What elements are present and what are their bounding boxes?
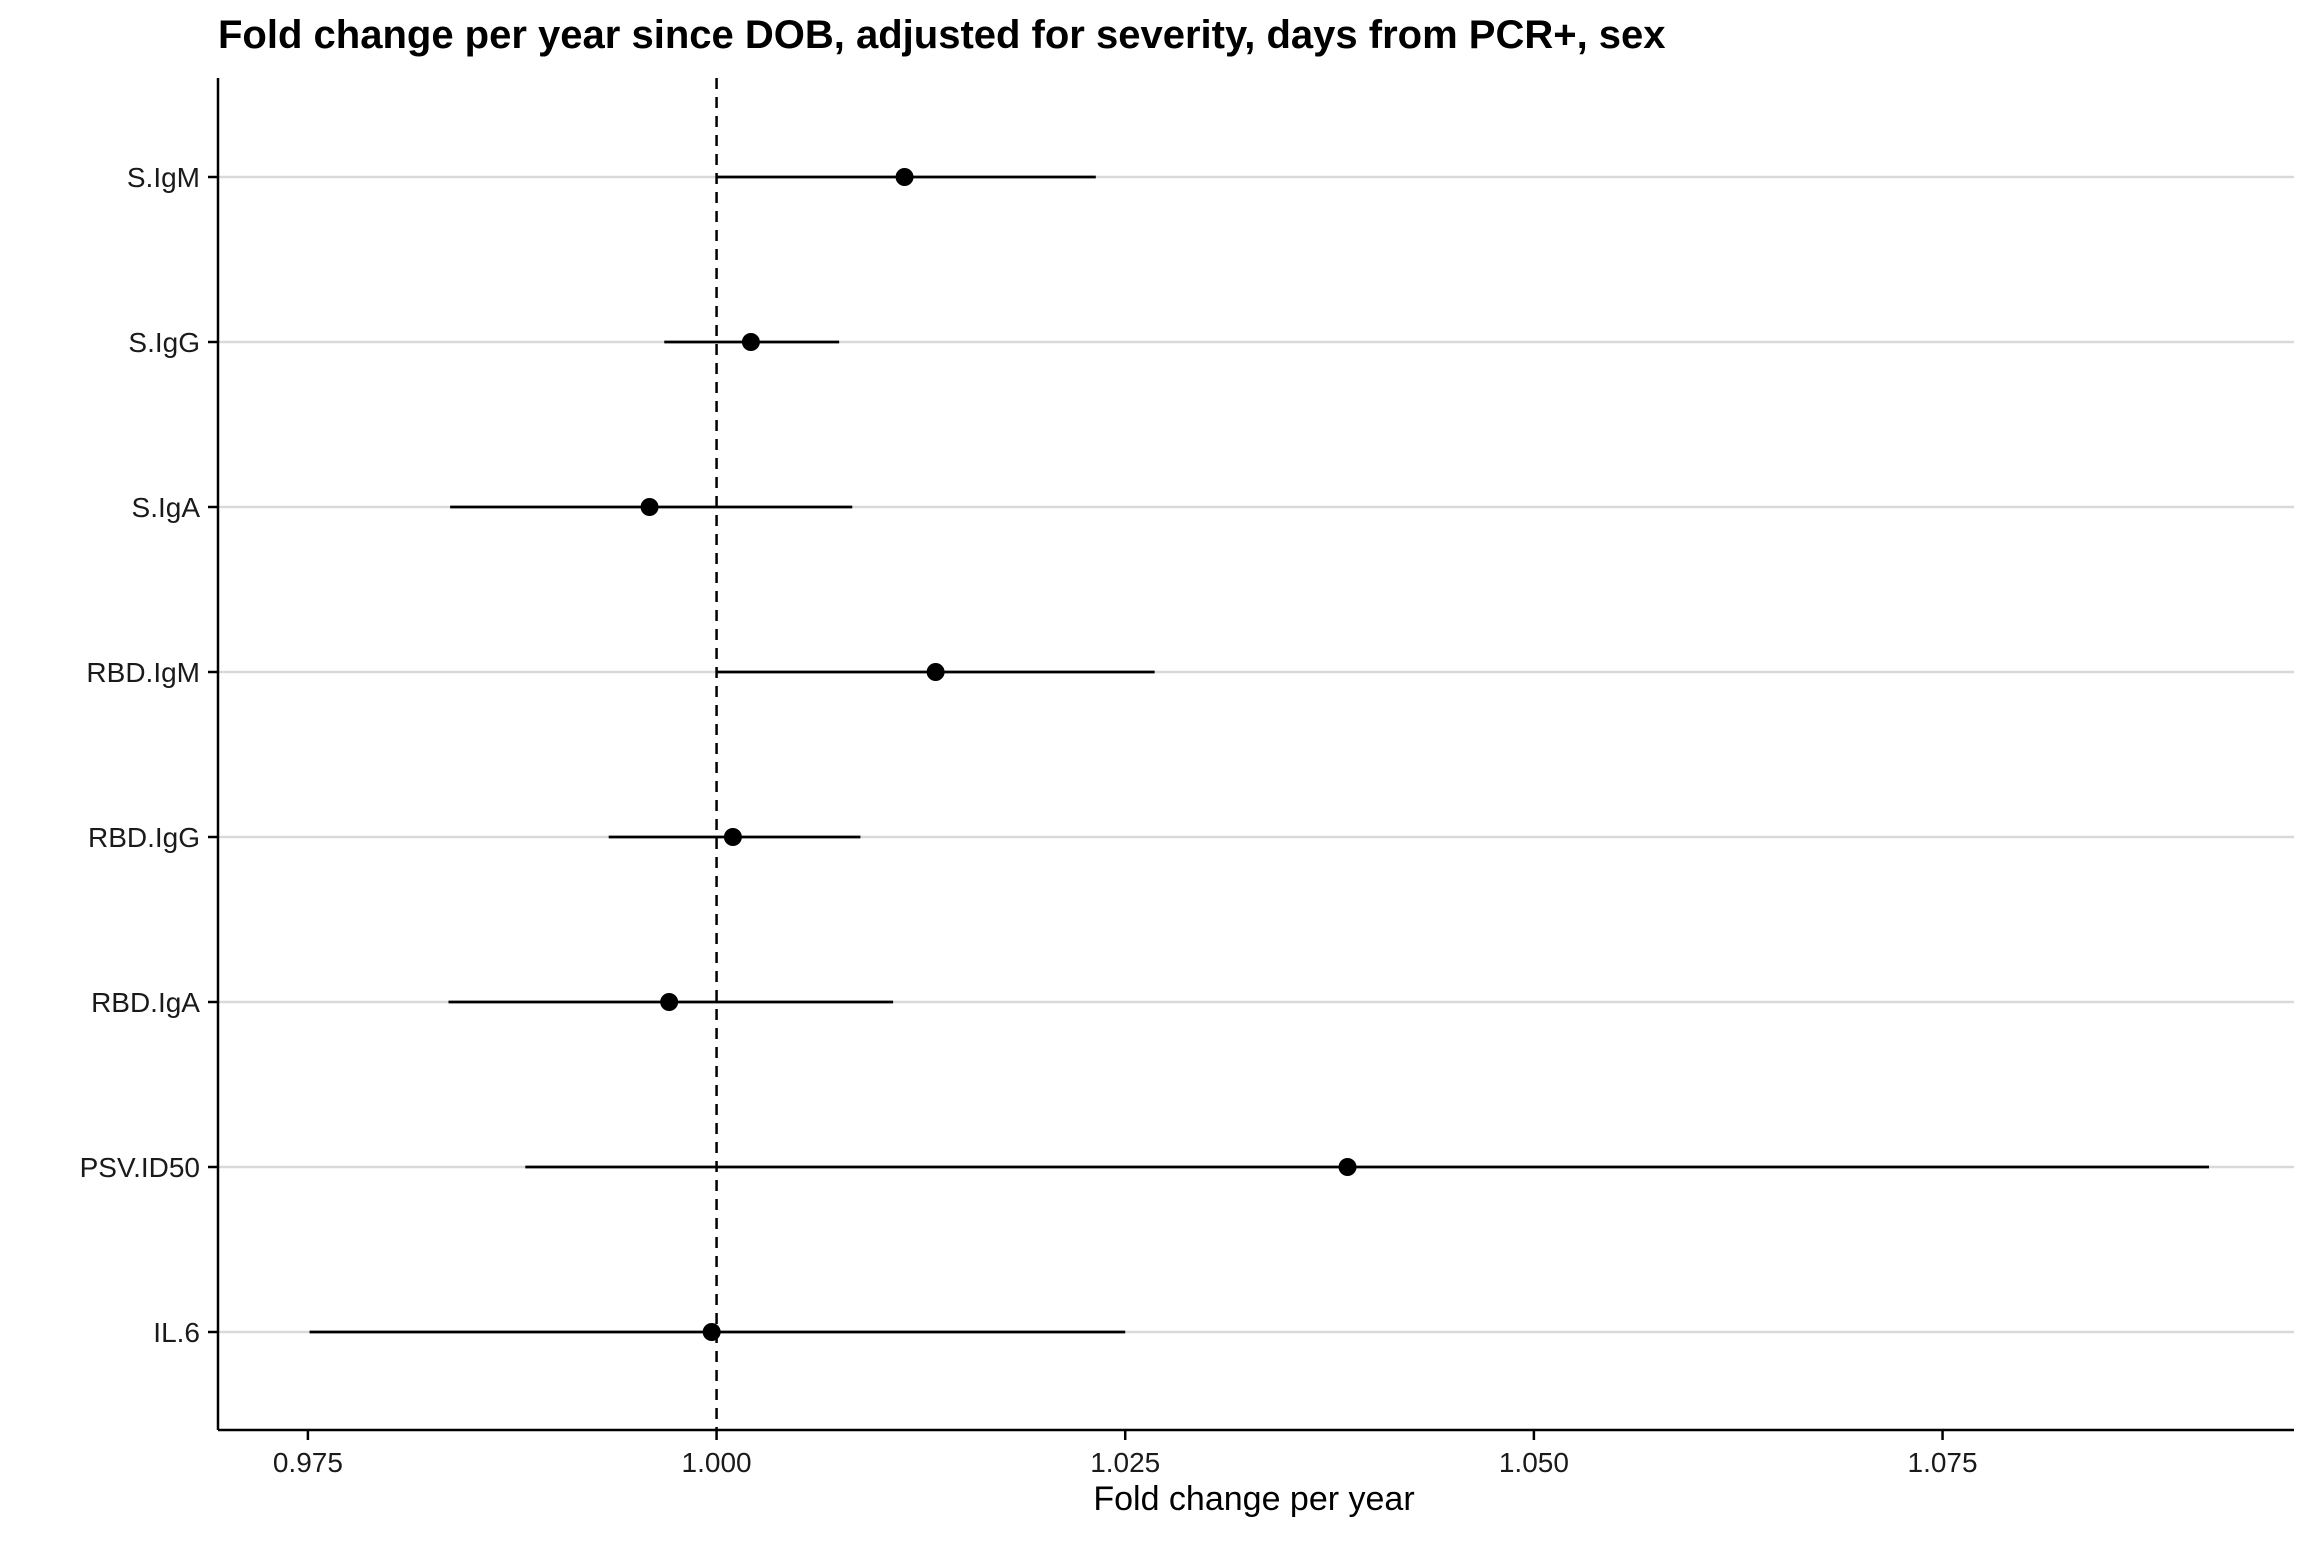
x-axis-label: Fold change per year [1093,1480,1414,1518]
point-estimate [660,993,679,1011]
point-estimate [640,498,659,516]
x-tick-label: 1.025 [1090,1447,1160,1478]
y-tick-label: IL.6 [153,1317,200,1348]
y-tick-label: PSV.ID50 [80,1152,200,1183]
point-estimate [1338,1158,1357,1176]
y-tick-labels: S.IgM S.IgG S.IgA RBD.IgM RBD.IgG RBD.IgA PSV.… [80,162,201,1348]
point-estimate [926,663,945,681]
confidence-intervals [309,175,2209,1334]
y-tick-label: RBD.IgM [86,657,200,688]
x-tick-label: 1.050 [1499,1447,1569,1478]
y-tick-label: RBD.IgA [91,987,200,1018]
point-estimates [640,168,1357,1341]
point-estimate [741,333,760,351]
point-estimate [702,1323,721,1341]
gridlines [218,175,2294,1334]
x-tick-labels: 0.975 1.000 1.025 1.050 1.075 [273,1447,1978,1478]
x-tick-label: 1.075 [1908,1447,1978,1478]
x-tick-label: 1.000 [682,1447,752,1478]
chart-title: Fold change per year since DOB, adjusted… [218,13,1666,57]
point-estimate [895,168,914,186]
y-tick-label: S.IgM [127,162,200,193]
point-estimate [723,828,742,846]
y-tick-label: S.IgG [128,327,200,358]
axes [208,78,2294,1440]
x-tick-label: 0.975 [273,1447,343,1478]
y-tick-label: S.IgA [132,492,201,523]
y-tick-label: RBD.IgG [88,822,200,853]
